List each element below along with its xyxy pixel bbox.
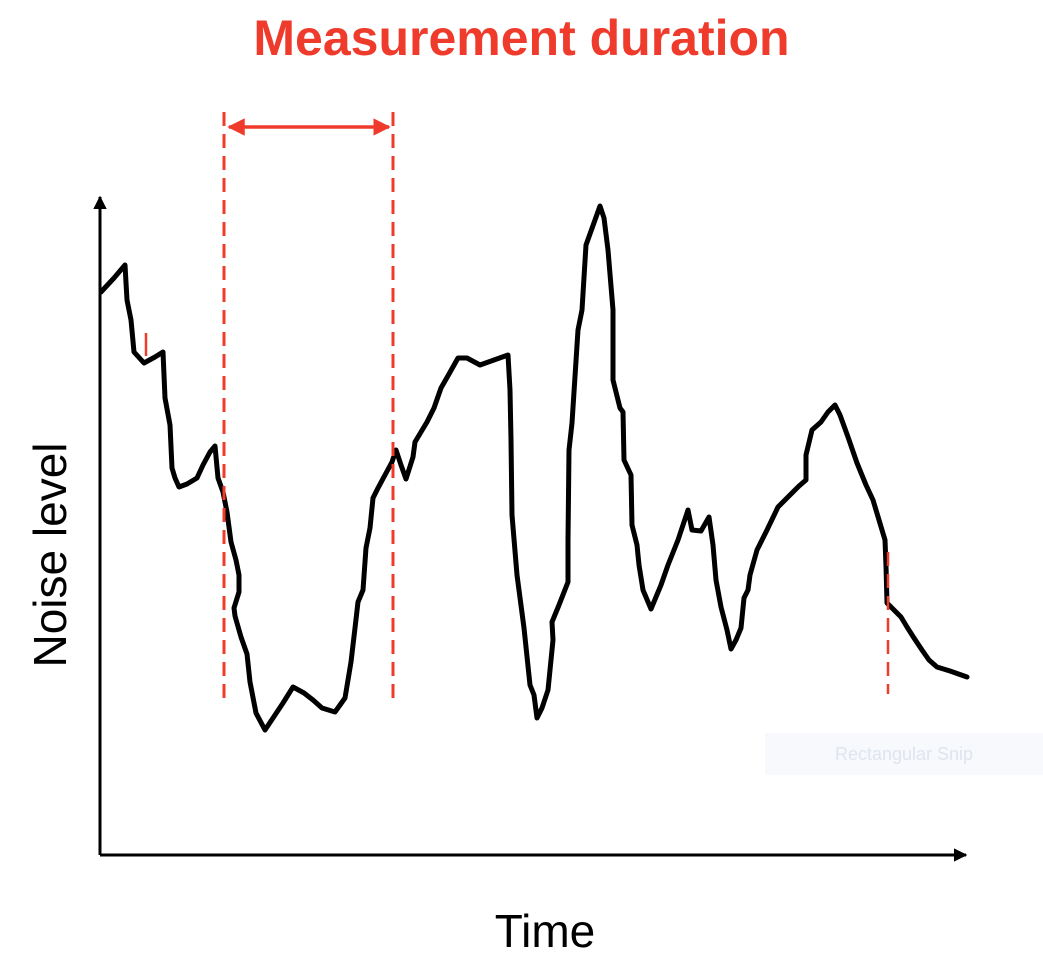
x-axis-label: Time	[494, 905, 596, 957]
noise-level-curve	[98, 203, 970, 733]
snip-tooltip: Rectangular Snip	[765, 733, 1043, 775]
y-axis-label: Noise level	[24, 442, 76, 668]
diagram-title: Measurement duration	[253, 10, 790, 66]
